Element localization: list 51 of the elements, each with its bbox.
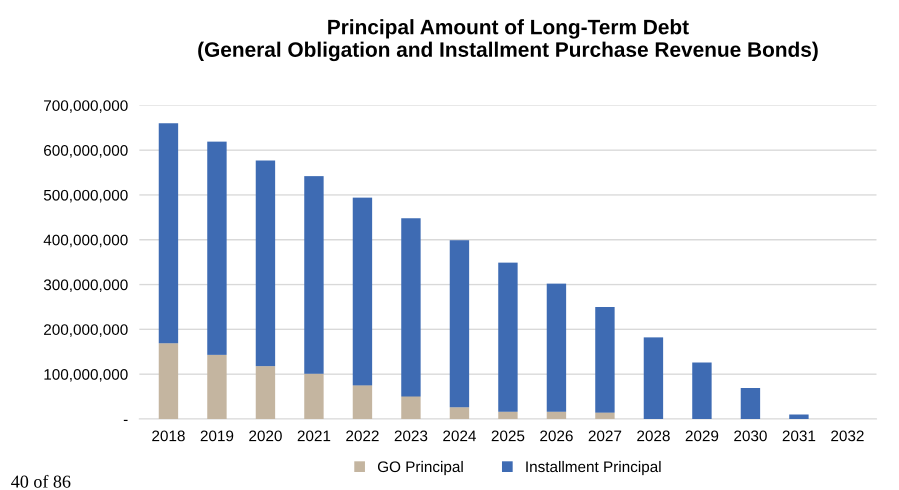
bar <box>644 337 664 419</box>
legend-label: Installment Principal <box>526 460 661 476</box>
bar <box>207 142 227 355</box>
x-tick-label: 2032 <box>831 430 864 442</box>
y-tick-label: 200,000,000 <box>44 324 128 337</box>
bar <box>304 176 324 374</box>
x-tick-label: 2022 <box>346 430 379 442</box>
bar <box>256 160 276 366</box>
x-tick-label: 2025 <box>492 430 524 442</box>
bar <box>352 198 372 386</box>
bar <box>595 306 615 413</box>
x-tick-label: 2020 <box>249 430 282 442</box>
x-tick-label: 2018 <box>152 430 185 442</box>
bar <box>352 385 372 419</box>
y-tick-label: - <box>124 420 128 422</box>
bar <box>401 396 421 419</box>
legend-label: GO Principal <box>378 460 463 476</box>
bar <box>789 414 809 419</box>
bar <box>546 412 566 419</box>
y-tick-label: 100,000,000 <box>44 369 128 382</box>
bar <box>498 262 518 412</box>
x-tick-label: 2030 <box>734 430 767 442</box>
x-tick-label: 2023 <box>394 430 428 442</box>
y-tick-label: 300,000,000 <box>44 279 128 292</box>
bar <box>740 388 760 419</box>
x-tick-label: 2028 <box>637 430 670 442</box>
bar <box>207 354 227 419</box>
y-tick-label: 600,000,000 <box>44 145 128 158</box>
text: 40 of 86 <box>11 474 70 488</box>
bar <box>498 412 518 419</box>
x-tick-label: 2031 <box>782 430 816 442</box>
bar <box>304 374 324 419</box>
bar <box>692 362 712 419</box>
bar <box>595 412 615 419</box>
x-tick-label: 2027 <box>588 430 622 442</box>
bar <box>256 366 276 419</box>
bar <box>158 123 178 344</box>
y-tick-label: 400,000,000 <box>44 234 128 248</box>
bar <box>158 343 178 419</box>
y-tick-label: 700,000,000 <box>44 100 128 113</box>
bar <box>450 240 470 408</box>
x-tick-label: 2024 <box>443 430 476 442</box>
x-tick-label: 2021 <box>298 430 330 442</box>
bar <box>546 284 566 412</box>
bar <box>401 218 421 397</box>
x-tick-label: 2026 <box>540 430 573 442</box>
x-tick-label: 2029 <box>686 430 718 442</box>
chart-title: Principal Amount of Long-Term Debt (General Obligation and Installment Purchase Revenue Bonds) <box>198 19 818 62</box>
bar <box>450 407 470 419</box>
y-tick-label: 500,000,000 <box>44 190 128 202</box>
x-tick-label: 2019 <box>200 430 234 442</box>
